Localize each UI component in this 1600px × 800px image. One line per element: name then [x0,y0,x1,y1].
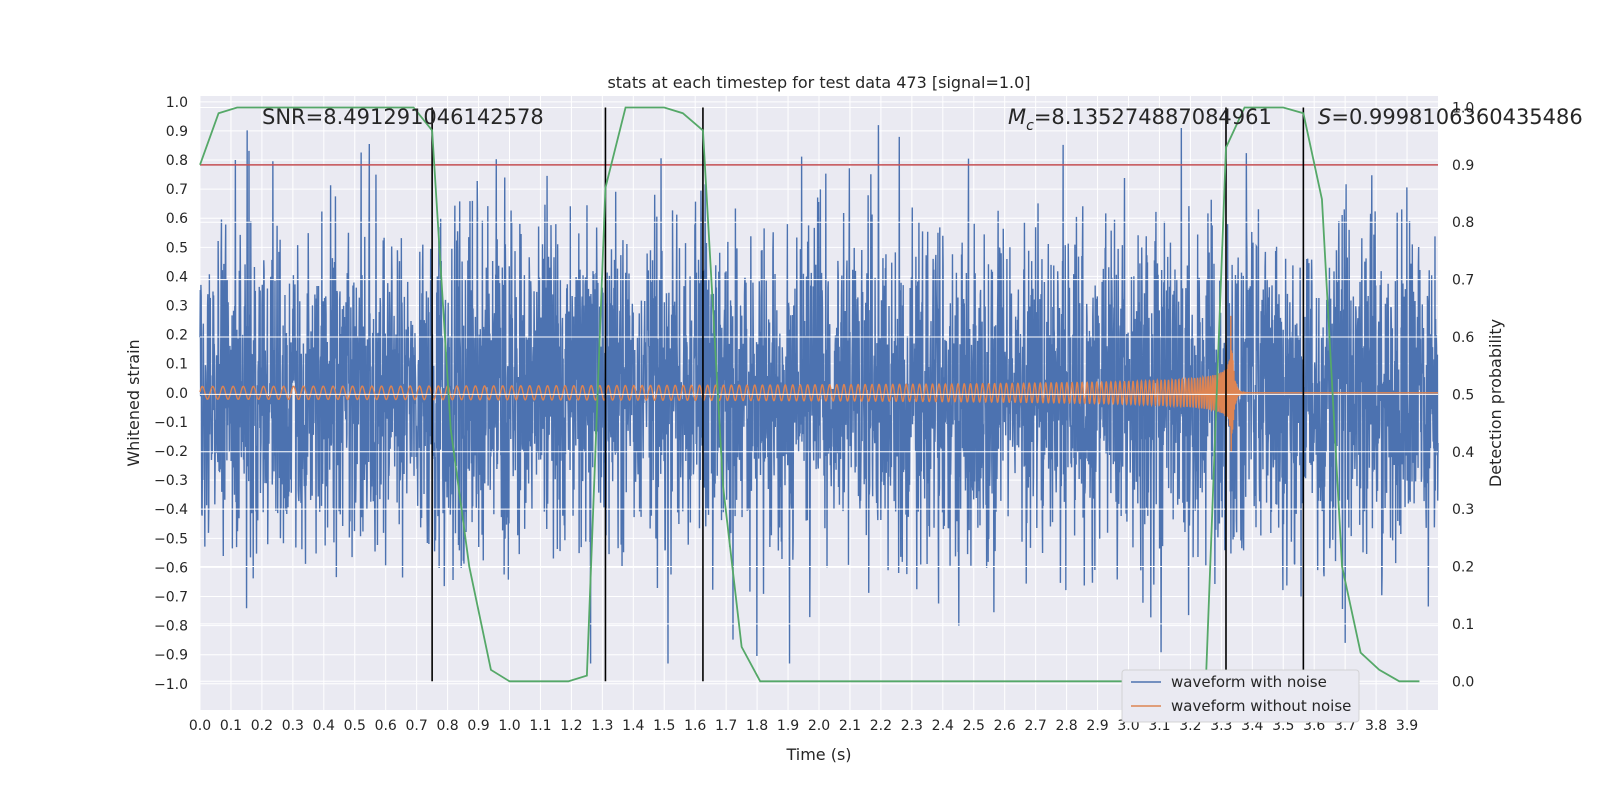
x-tick-label: 1.7 [715,718,737,734]
x-tick-label: 1.9 [777,718,799,734]
clean-waveform-line [199,315,1438,452]
x-tick-label: 0.5 [344,718,366,734]
y-tick-label-right: 0.9 [1452,158,1474,174]
detection-probability-series [199,106,1420,683]
y-tick-label-right: 0.0 [1452,674,1474,690]
y-tick-label-left: 0.7 [166,182,188,198]
chirp-mass-annotation: Mc=8.135274887084961 [1008,105,1272,134]
x-tick-label: 2.2 [870,718,892,734]
y-tick-label-left: 0.4 [166,269,188,285]
x-tick-label: 1.0 [498,718,520,734]
x-tick-label: 2.9 [1086,718,1108,734]
y-tick-label-left: 0.9 [166,124,188,140]
y-tick-label-left: 1.0 [166,95,188,111]
x-axis-label: Time (s) [785,745,851,764]
s-statistic-value: =0.9998106360435486 [1331,105,1582,129]
y-tick-label-right: 0.1 [1452,617,1474,633]
legend: waveform with noise waveform without noi… [1121,669,1360,723]
y-tick-label-left: −0.8 [154,619,188,635]
s-statistic-annotation: S=0.9998106360435486 [1318,105,1583,129]
y-tick-label-right: 0.7 [1452,273,1474,289]
y-tick-label-left: 0.0 [166,386,188,402]
y-tick-label-left: 0.1 [166,357,188,373]
x-tick-label: 0.1 [220,718,242,734]
x-tick-label: 2.3 [901,718,923,734]
y-tick-label-left: −0.7 [154,590,188,606]
y-tick-label-left: −1.0 [154,677,188,693]
y-tick-label-right: 1.0 [1452,100,1474,116]
x-tick-label: 1.8 [746,718,768,734]
x-tick-label: 0.0 [189,718,211,734]
y-tick-label-left: −0.6 [154,560,188,576]
x-tick-label: 2.4 [932,718,954,734]
snr-annotation: SNR=8.491291046142578 [262,105,544,129]
detection-probability-line [199,106,1420,683]
y-tick-label-left: 0.6 [166,211,188,227]
y-tick-label-left: 0.2 [166,328,188,344]
x-tick-label: 0.8 [436,718,458,734]
y-tick-label-right: 0.4 [1452,445,1474,461]
x-tick-label: 1.4 [622,718,644,734]
chirp-mass-value: =8.135274887084961 [1034,105,1272,129]
y-tick-label-right: 0.6 [1452,330,1474,346]
legend-box [1121,669,1360,723]
y-tick-label-left: 0.8 [166,153,188,169]
x-tick-label: 1.3 [591,718,613,734]
x-tick-label: 0.6 [375,718,397,734]
y-tick-label-left: −0.4 [154,502,188,518]
x-tick-label: 0.3 [282,718,304,734]
x-tick-label: 3.8 [1365,718,1387,734]
x-tick-label: 0.7 [406,718,428,734]
x-tick-label: 1.5 [653,718,675,734]
x-tick-label: 2.1 [839,718,861,734]
x-tick-label: 0.9 [467,718,489,734]
y-axis-label-left: Whitened strain [124,339,143,466]
y-tick-label-left: −0.5 [154,531,188,547]
y-tick-label-right: 0.8 [1452,215,1474,231]
y-tick-label-left: −0.2 [154,444,188,460]
x-tick-label: 3.9 [1396,718,1418,734]
y-tick-label-left: 0.3 [166,299,188,315]
x-tick-label: 1.1 [529,718,551,734]
y-tick-label-left: −0.9 [154,648,188,664]
x-tick-label: 0.4 [313,718,335,734]
x-tick-label: 2.8 [1055,718,1077,734]
y-tick-label-right: 0.2 [1452,560,1474,576]
x-tick-label: 2.0 [808,718,830,734]
legend-label-noise: waveform with noise [1171,673,1327,691]
y-tick-label-left: −0.1 [154,415,188,431]
y-tick-label-left: −0.3 [154,473,188,489]
x-tick-label: 2.5 [963,718,985,734]
x-tick-label: 0.2 [251,718,273,734]
chart-title: stats at each timestep for test data 473… [607,73,1030,92]
chirp-mass-symbol: M [1008,105,1026,129]
legend-label-clean: waveform without noise [1171,697,1351,715]
x-tick-label: 2.7 [1025,718,1047,734]
y-axis-label-right: Detection probability [1486,319,1505,487]
x-tick-label: 1.2 [560,718,582,734]
clean-waveform-series [199,315,1438,452]
x-tick-label: 2.6 [994,718,1016,734]
s-statistic-symbol: S [1318,105,1331,129]
x-tick-label: 1.6 [684,718,706,734]
y-tick-label-right: 0.5 [1452,387,1474,403]
chirp-mass-subscript: c [1026,118,1034,134]
y-tick-label-left: 0.5 [166,240,188,256]
y-tick-label-right: 0.3 [1452,502,1474,518]
